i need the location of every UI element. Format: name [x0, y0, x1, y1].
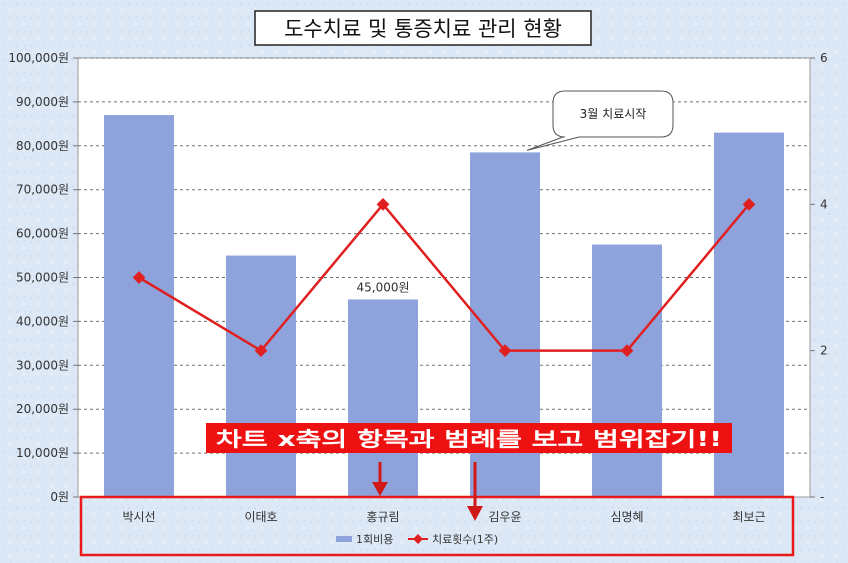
annotation-banner: 차트 x축의 항목과 범례를 보고 범위잡기!!	[206, 423, 732, 453]
legend-bar-swatch	[336, 536, 352, 542]
x-axis-label-김우윤: 김우윤	[488, 510, 521, 524]
right-axis-tick-label: 6	[820, 51, 828, 65]
callout-bubble	[526, 90, 674, 151]
line-point-홍규림	[376, 197, 390, 211]
right-axis-tick-labels: - 2 4 6	[820, 51, 828, 504]
data-label-홍규림: 45,000원	[356, 280, 409, 294]
x-axis-label-홍규림: 홍규림	[366, 510, 399, 524]
arrow-1-head	[372, 482, 388, 496]
left-axis-tick-label: 80,000원	[16, 139, 69, 153]
right-axis-tick-label: 4	[820, 197, 828, 211]
left-axis-tick-label: 20,000원	[16, 402, 69, 416]
left-axis-tick-label: 30,000원	[16, 358, 69, 372]
data-labels: 45,000원	[356, 280, 409, 294]
legend-bar-label: 1회비용	[356, 533, 393, 546]
left-axis-tick-label: 60,000원	[16, 227, 69, 241]
x-axis-label-최보근: 최보근	[732, 510, 765, 524]
legend: 1회비용 치료횟수(1주)	[336, 533, 498, 546]
left-axis-tick-label: 100,000원	[8, 51, 69, 65]
bar-홍규림	[348, 299, 418, 497]
x-axis-label-박시선: 박시선	[122, 510, 155, 524]
left-axis-tick-label: 70,000원	[16, 183, 69, 197]
right-axis-tick-label: -	[820, 490, 824, 504]
legend-line-label: 치료횟수(1주)	[432, 533, 498, 546]
bar-이태호	[226, 255, 296, 497]
right-axis-tick-label: 2	[820, 344, 828, 358]
arrow-2-head	[467, 506, 483, 521]
left-axis-tick-label: 0원	[50, 490, 69, 504]
line-path	[138, 202, 750, 353]
gridlines	[73, 57, 815, 498]
annotation-text: 차트 x축의 항목과 범례를 보고 범위잡기!!	[216, 427, 722, 451]
callout: 3월 치료시작	[526, 90, 674, 151]
bar-심명혜	[592, 244, 662, 497]
annotation-arrows	[372, 462, 483, 521]
x-axis-label-심명혜: 심명혜	[610, 510, 643, 524]
callout-text: 3월 치료시작	[580, 107, 647, 121]
highlight-box	[79, 495, 795, 557]
legend-line-marker	[413, 534, 423, 544]
chart-title: 도수치료 및 통증치료 관리 현황	[284, 17, 562, 41]
left-axis-tick-label: 40,000원	[16, 314, 69, 328]
left-axis-tick-label: 10,000원	[16, 446, 69, 460]
left-axis-tick-label: 50,000원	[16, 271, 69, 285]
left-axis-tick-labels: 0원 10,000원 20,000원 30,000원 40,000원 50,000원 60,…	[8, 51, 69, 504]
line-series	[132, 197, 756, 358]
line-point-김우윤	[498, 344, 512, 358]
line-point-이태호	[254, 344, 268, 358]
bar-박시선	[104, 115, 174, 497]
left-axis-tick-label: 90,000원	[16, 95, 69, 109]
chart-title-box: 도수치료 및 통증치료 관리 현황	[254, 10, 592, 46]
x-axis-category-labels: 박시선 이태호 홍규림 김우윤 심명혜 최보근	[122, 510, 765, 524]
x-axis-label-이태호: 이태호	[244, 510, 277, 524]
line-point-박시선	[132, 271, 146, 284]
annotation-background	[206, 423, 732, 453]
